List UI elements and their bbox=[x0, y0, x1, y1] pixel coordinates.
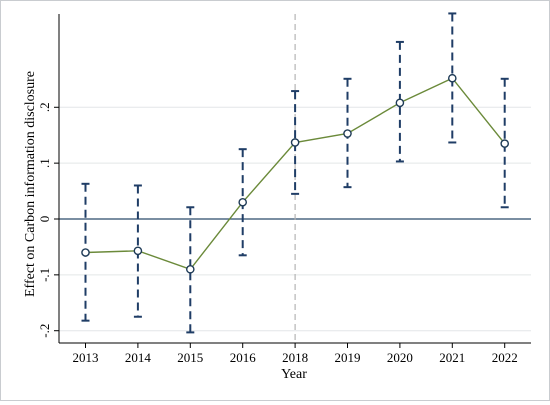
data-point bbox=[500, 139, 510, 148]
x-tick-label: 2018 bbox=[282, 350, 308, 365]
y-tick-label: -.2 bbox=[37, 324, 52, 338]
x-tick-label: 2020 bbox=[387, 350, 413, 365]
data-point bbox=[343, 129, 352, 138]
x-tick-label: 2021 bbox=[439, 350, 465, 365]
data-point bbox=[238, 197, 247, 207]
x-tick-label: 2015 bbox=[177, 350, 203, 365]
data-point bbox=[81, 248, 90, 257]
y-tick-label: 0 bbox=[37, 216, 52, 223]
error-bar bbox=[186, 206, 195, 334]
data-point bbox=[447, 73, 457, 83]
error-bar bbox=[291, 90, 300, 195]
axis-labels: Year Effect on Carbon information disclo… bbox=[23, 71, 307, 382]
x-tick-label: 2019 bbox=[335, 350, 361, 365]
error-bar bbox=[500, 77, 509, 209]
data-point bbox=[133, 246, 143, 256]
y-tick-label: -.1 bbox=[37, 268, 52, 282]
data-point bbox=[290, 138, 300, 147]
y-tick-label: .1 bbox=[37, 158, 52, 168]
data-point bbox=[185, 264, 195, 274]
y-axis-title: Effect on Carbon information disclosure bbox=[23, 71, 38, 297]
x-axis-title: Year bbox=[281, 367, 307, 382]
x-tick-label: 2016 bbox=[230, 350, 257, 365]
error-bar bbox=[448, 12, 457, 144]
data-point bbox=[395, 98, 405, 108]
y-tick-label: .2 bbox=[37, 102, 52, 112]
x-tick-label: 2014 bbox=[125, 350, 152, 365]
axes: -.2 -.1 0 .1 .2 2013 2014 2015 2016 2018 2019 2020 2… bbox=[37, 14, 531, 365]
x-tick-label: 2013 bbox=[73, 350, 99, 365]
x-tick-label: 2022 bbox=[492, 350, 518, 365]
reference-lines bbox=[59, 14, 531, 343]
series-points bbox=[81, 73, 510, 274]
